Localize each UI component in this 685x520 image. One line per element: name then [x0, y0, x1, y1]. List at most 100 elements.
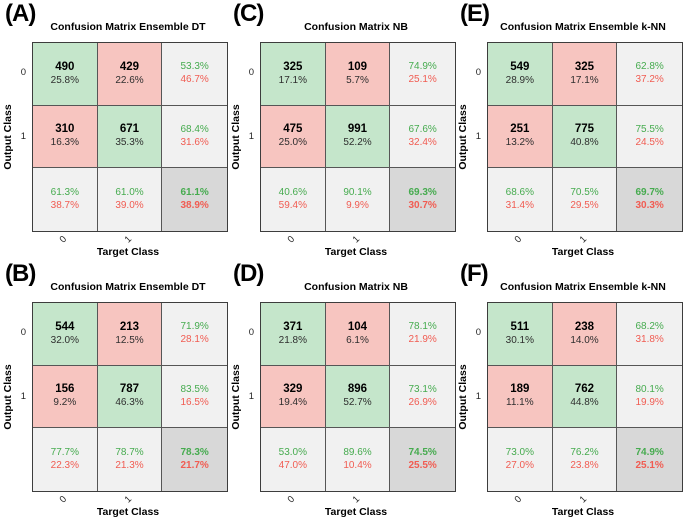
matrix-cell-1-1: 896 52.7%: [325, 365, 391, 429]
summary-negative: 38.7%: [50, 200, 79, 212]
summary-positive: 68.4%: [180, 123, 209, 135]
summary-negative: 24.5%: [635, 136, 664, 148]
matrix-cell-0-1: 104 6.1%: [325, 303, 391, 366]
summary-negative: 10.4%: [343, 460, 372, 472]
row-summary-0: 68.2% 31.8%: [617, 303, 682, 366]
summary-positive: 61.3%: [50, 187, 79, 199]
panel-title: Confusion Matrix NB: [304, 21, 408, 33]
cell-count: 511: [510, 320, 530, 333]
summary-negative: 31.4%: [505, 200, 534, 212]
panel-f: (F) Confusion Matrix Ensemble k-NN Outpu…: [455, 260, 685, 520]
overall-accuracy: 74.9% 25.1%: [617, 428, 682, 491]
cell-percent: 40.8%: [570, 137, 599, 149]
confusion-matrix: 490 25.8% 429 22.6% 53.3% 46.7% 310 16.3…: [32, 42, 228, 232]
panel-letter: (B): [5, 260, 36, 287]
cell-percent: 46.3%: [115, 397, 144, 409]
cell-count: 189: [510, 383, 530, 396]
matrix-cell-1-0: 475 25.0%: [261, 105, 326, 169]
summary-negative: 21.7%: [180, 460, 209, 472]
summary-negative: 25.1%: [635, 460, 664, 472]
panel-letter: (A): [5, 0, 36, 27]
cell-count: 549: [510, 60, 530, 73]
x-axis-label: Target Class: [324, 506, 388, 518]
summary-positive: 68.2%: [635, 321, 664, 333]
summary-positive: 53.3%: [180, 61, 209, 73]
summary-negative: 22.3%: [50, 460, 79, 472]
summary-positive: 74.9%: [408, 61, 437, 73]
summary-positive: 61.1%: [180, 187, 209, 199]
cell-percent: 14.0%: [570, 334, 599, 346]
col-summary-0: 53.0% 47.0%: [261, 428, 326, 491]
cell-count: 251: [510, 123, 530, 136]
summary-negative: 28.1%: [180, 334, 209, 346]
cell-percent: 12.5%: [115, 334, 144, 346]
x-tick-label-0: 0: [57, 233, 70, 246]
x-tick-label-0: 0: [285, 233, 298, 246]
confusion-matrix: 511 30.1% 238 14.0% 68.2% 31.8% 189 11.1…: [487, 302, 683, 492]
x-tick-label-1: 1: [122, 233, 135, 246]
summary-positive: 61.0%: [115, 187, 144, 199]
summary-negative: 16.5%: [180, 396, 209, 408]
x-tick-label-1: 1: [577, 493, 590, 506]
summary-positive: 90.1%: [343, 187, 372, 199]
col-summary-1: 76.2% 23.8%: [552, 428, 618, 491]
col-summary-0: 40.6% 59.4%: [261, 168, 326, 231]
summary-positive: 53.0%: [278, 447, 307, 459]
matrix-cell-1-1: 787 46.3%: [97, 365, 163, 429]
x-axis-label: Target Class: [551, 506, 615, 518]
summary-negative: 59.4%: [278, 200, 307, 212]
y-tick-label-1: 1: [475, 131, 481, 142]
summary-positive: 68.6%: [505, 187, 534, 199]
summary-positive: 78.3%: [180, 447, 209, 459]
panel-d: (D) Confusion Matrix NB Output Class 0 1…: [228, 260, 456, 520]
cell-percent: 35.3%: [115, 137, 144, 149]
summary-negative: 30.7%: [408, 200, 437, 212]
cell-count: 325: [283, 60, 303, 73]
row-summary-0: 62.8% 37.2%: [617, 43, 682, 106]
matrix-cell-0-1: 213 12.5%: [97, 303, 163, 366]
panel-letter: (E): [460, 0, 490, 27]
cell-count: 325: [574, 60, 595, 73]
cell-percent: 17.1%: [570, 74, 599, 86]
summary-negative: 9.9%: [346, 200, 369, 212]
x-axis-label: Target Class: [324, 246, 388, 258]
cell-count: 429: [119, 60, 140, 73]
cell-percent: 6.1%: [346, 334, 369, 346]
matrix-cell-1-1: 991 52.2%: [325, 105, 391, 169]
summary-negative: 38.9%: [180, 200, 209, 212]
panel-c: (C) Confusion Matrix NB Output Class 0 1…: [228, 0, 456, 260]
confusion-matrix: 544 32.0% 213 12.5% 71.9% 28.1% 156 9.2%…: [32, 302, 228, 492]
matrix-cell-0-0: 511 30.1%: [488, 303, 553, 366]
summary-positive: 70.5%: [570, 187, 599, 199]
cell-percent: 9.2%: [53, 397, 77, 409]
row-summary-1: 67.6% 32.4%: [390, 105, 455, 169]
row-summary-1: 68.4% 31.6%: [162, 105, 227, 169]
matrix-cell-1-1: 671 35.3%: [97, 105, 163, 169]
cell-count: 329: [283, 383, 303, 396]
matrix-cell-1-0: 189 11.1%: [488, 365, 553, 429]
panel-letter: (F): [460, 260, 489, 287]
summary-positive: 67.6%: [408, 123, 437, 135]
row-summary-0: 74.9% 25.1%: [390, 43, 455, 106]
row-summary-0: 78.1% 21.9%: [390, 303, 455, 366]
cell-count: 109: [347, 60, 368, 73]
col-summary-1: 70.5% 29.5%: [552, 168, 618, 231]
col-summary-1: 61.0% 39.0%: [97, 168, 163, 231]
matrix-cell-0-0: 325 17.1%: [261, 43, 326, 106]
summary-positive: 40.6%: [278, 187, 307, 199]
panel-title: Confusion Matrix Ensemble DT: [50, 21, 206, 33]
summary-positive: 77.7%: [50, 447, 79, 459]
cell-count: 371: [283, 320, 303, 333]
summary-positive: 74.9%: [635, 447, 664, 459]
col-summary-1: 78.7% 21.3%: [97, 428, 163, 491]
panel-e: (E) Confusion Matrix Ensemble k-NN Outpu…: [455, 0, 685, 260]
cell-percent: 32.0%: [50, 334, 79, 346]
cell-count: 104: [347, 320, 368, 333]
matrix-cell-0-1: 109 5.7%: [325, 43, 391, 106]
cell-count: 238: [574, 320, 595, 333]
summary-negative: 19.9%: [635, 396, 664, 408]
y-tick-label-0: 0: [248, 327, 254, 338]
summary-negative: 37.2%: [635, 74, 664, 86]
x-tick-label-0: 0: [57, 493, 70, 506]
cell-count: 991: [347, 123, 368, 136]
